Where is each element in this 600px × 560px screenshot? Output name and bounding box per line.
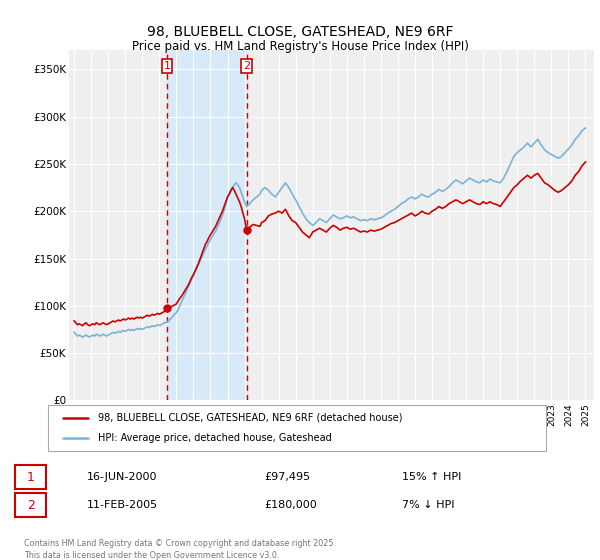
Text: £97,495: £97,495 (264, 472, 310, 482)
Text: Contains HM Land Registry data © Crown copyright and database right 2025.
This d: Contains HM Land Registry data © Crown c… (24, 539, 336, 559)
Text: 7% ↓ HPI: 7% ↓ HPI (402, 500, 455, 510)
Text: 2: 2 (243, 61, 250, 71)
Text: 1: 1 (164, 61, 170, 71)
Bar (167, 50, 247, 400)
FancyBboxPatch shape (48, 405, 546, 451)
Text: Price paid vs. HM Land Registry's House Price Index (HPI): Price paid vs. HM Land Registry's House … (131, 40, 469, 53)
Text: 16-JUN-2000: 16-JUN-2000 (87, 472, 157, 482)
Text: 98, BLUEBELL CLOSE, GATESHEAD, NE9 6RF: 98, BLUEBELL CLOSE, GATESHEAD, NE9 6RF (147, 25, 453, 39)
Text: 1: 1 (26, 470, 35, 484)
Text: 98, BLUEBELL CLOSE, GATESHEAD, NE9 6RF (detached house): 98, BLUEBELL CLOSE, GATESHEAD, NE9 6RF (… (98, 413, 403, 423)
Text: HPI: Average price, detached house, Gateshead: HPI: Average price, detached house, Gate… (98, 433, 332, 443)
Text: 15% ↑ HPI: 15% ↑ HPI (402, 472, 461, 482)
Text: 11-FEB-2005: 11-FEB-2005 (87, 500, 158, 510)
Text: 2: 2 (26, 498, 35, 512)
Text: £180,000: £180,000 (264, 500, 317, 510)
